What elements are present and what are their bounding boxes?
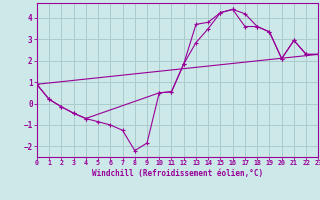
X-axis label: Windchill (Refroidissement éolien,°C): Windchill (Refroidissement éolien,°C) [92, 169, 263, 178]
